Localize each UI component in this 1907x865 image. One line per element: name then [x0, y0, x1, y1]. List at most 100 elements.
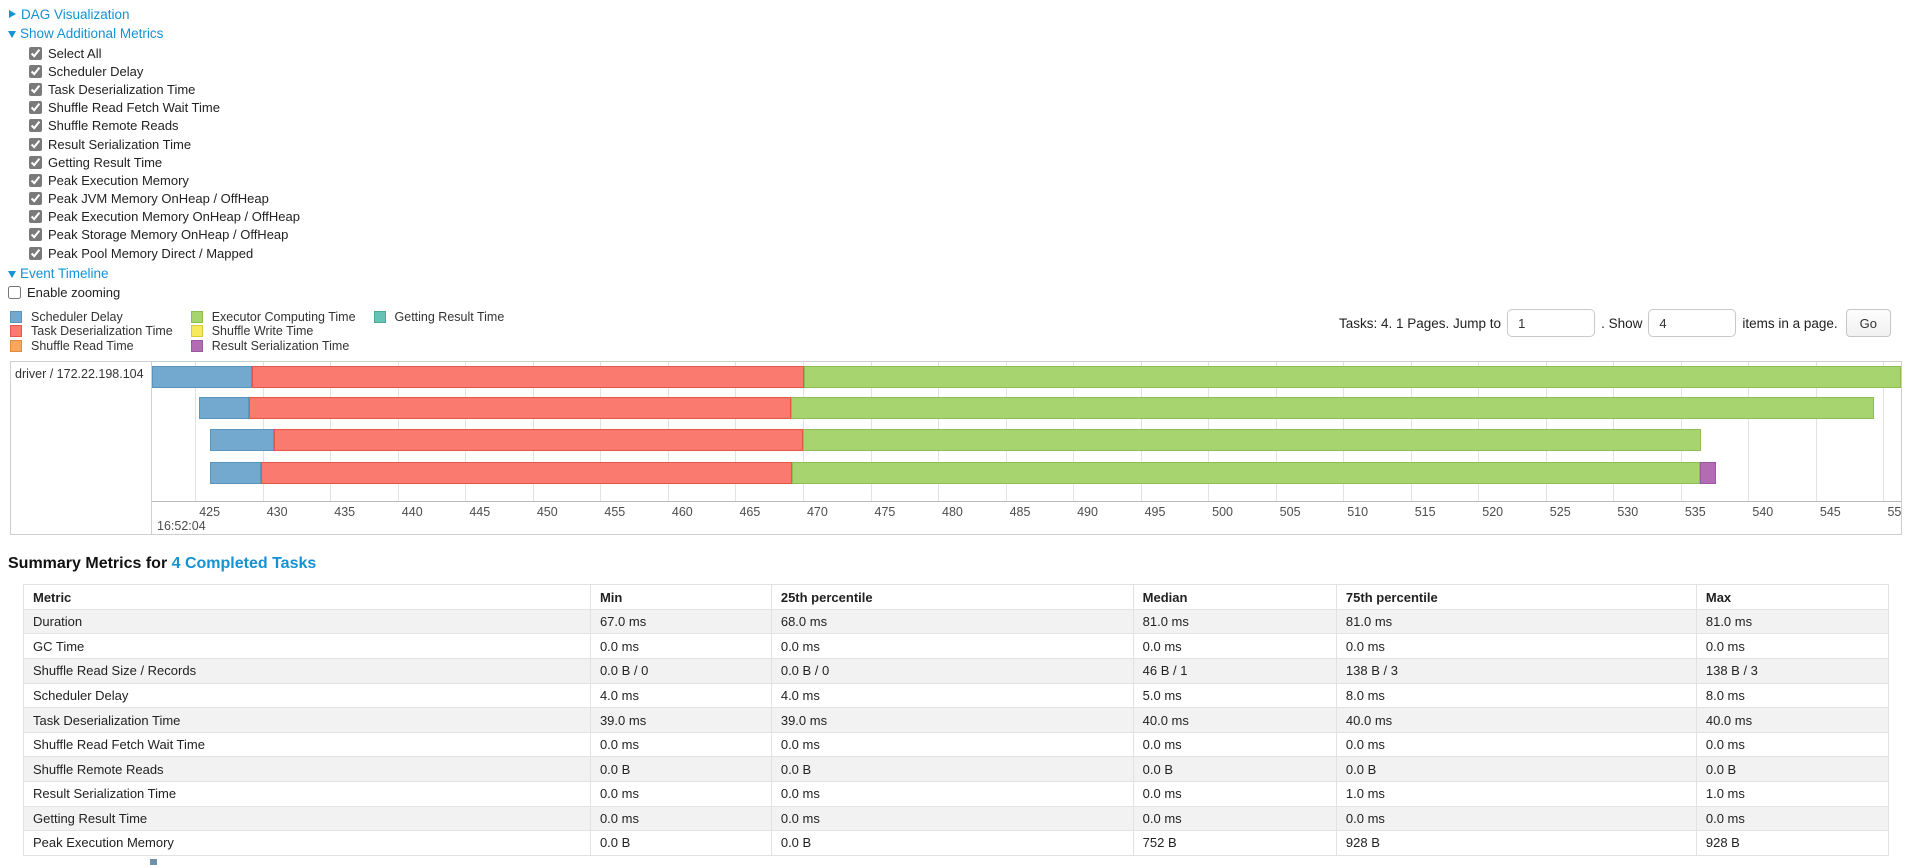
axis-tick-label: 540 — [1752, 505, 1774, 520]
go-button[interactable]: Go — [1845, 309, 1891, 338]
metric-checkbox[interactable] — [29, 246, 42, 260]
metric-value-cell: 39.0 ms — [770, 707, 1134, 733]
expanded-arrow-icon — [8, 270, 16, 278]
column-header: Max — [1695, 584, 1890, 610]
metric-checkbox-item: Peak Storage Memory OnHeap / OffHeap — [29, 226, 1907, 244]
metric-name-cell: Shuffle Remote Reads — [23, 756, 591, 782]
timeline-legend-and-pagination: Scheduler Delay Task Deserialization Time… — [10, 309, 1907, 359]
metric-value-cell: 0.0 B — [1335, 756, 1697, 782]
axis-tick-label: 480 — [942, 505, 963, 520]
task-bar-segment-executor-computing[interactable] — [790, 397, 1874, 420]
show-additional-metrics-toggle[interactable]: Show Additional Metrics — [8, 25, 1907, 41]
table-row: Shuffle Read Fetch Wait Time 0.0 ms 0.0 ms… — [23, 731, 1890, 758]
metric-checkbox[interactable] — [29, 155, 42, 169]
metric-value-cell: 81.0 ms — [1132, 608, 1337, 635]
metric-value-cell: 0.0 ms — [1335, 633, 1697, 660]
metric-checkbox[interactable] — [29, 228, 42, 242]
metric-checkbox-item: Scheduler Delay — [29, 62, 1907, 80]
metric-name-cell: Task Deserialization Time — [23, 707, 591, 733]
axis-tick-label: 530 — [1617, 505, 1639, 520]
axis-tick-label: 475 — [874, 505, 896, 520]
task-bar-segment-executor-computing[interactable] — [792, 462, 1700, 485]
table-row: Shuffle Remote Reads 0.0 B 0.0 B 0.0 B 0.0 B… — [23, 756, 1890, 782]
metric-checkbox[interactable] — [29, 210, 42, 224]
task-bar-segment-scheduler-delay[interactable] — [210, 429, 274, 452]
metric-value-cell: 928 B — [1335, 830, 1697, 856]
legend-label: Executor Computing Time — [211, 309, 356, 324]
metric-checkbox[interactable] — [29, 119, 42, 133]
axis-gridline — [195, 362, 197, 502]
task-bar-segment-task-deserialization[interactable] — [251, 366, 805, 389]
axis-tick-label: 455 — [604, 505, 626, 520]
axis-tick-label: 505 — [1279, 505, 1301, 520]
metric-value-cell: 0.0 ms — [589, 633, 772, 660]
shuffle-read-swatch-icon — [10, 340, 22, 353]
task-bar-segment-task-deserialization[interactable] — [249, 397, 791, 420]
metric-value-cell: 8.0 ms — [1335, 682, 1697, 709]
column-header: Median — [1132, 584, 1337, 610]
axis-tick-label: 425 — [199, 505, 221, 520]
task-bar-segment-result-serialization[interactable] — [1699, 462, 1716, 485]
metric-checkbox-item: Peak JVM Memory OnHeap / OffHeap — [29, 190, 1907, 208]
metric-value-cell: 1.0 ms — [1695, 781, 1890, 807]
metric-name-cell: GC Time — [23, 633, 591, 660]
metric-value-cell: 0.0 ms — [1132, 781, 1337, 807]
event-timeline-toggle[interactable]: Event Timeline — [8, 265, 1907, 281]
stage-detail-controls: DAG Visualization Show Additional Metric… — [0, 0, 1907, 301]
axis-tick-label: 545 — [1819, 505, 1841, 520]
jump-to-page-input[interactable] — [1507, 309, 1596, 338]
metric-checkbox-label: Peak JVM Memory OnHeap / OffHeap — [48, 191, 269, 207]
task-deserialization-swatch-icon — [10, 325, 22, 338]
completed-tasks-link[interactable]: 4 Completed Tasks — [171, 555, 317, 573]
legend-item: Scheduler Delay — [10, 309, 173, 324]
metric-value-cell: 0.0 B — [770, 830, 1134, 856]
metric-checkbox[interactable] — [29, 173, 42, 187]
metric-value-cell: 4.0 ms — [589, 682, 772, 709]
timeline-time-axis: 16:52:04 425 430 435 440 445 450 455 460 465 470 4… — [152, 501, 1901, 534]
task-bar-segment-executor-computing[interactable] — [802, 429, 1702, 452]
items-per-page-input[interactable] — [1648, 309, 1737, 338]
metric-value-cell: 0.0 ms — [770, 731, 1134, 758]
metric-value-cell: 0.0 ms — [1335, 731, 1697, 758]
table-row: Peak Execution Memory 0.0 B 0.0 B 752 B 928 … — [23, 830, 1890, 856]
task-bar-segment-scheduler-delay[interactable] — [210, 462, 262, 485]
task-bar-segment-scheduler-delay[interactable] — [199, 397, 250, 420]
metric-checkbox[interactable] — [29, 101, 42, 115]
metric-checkbox[interactable] — [29, 46, 42, 60]
metric-name-cell: Peak Execution Memory — [23, 830, 591, 856]
metric-checkbox[interactable] — [29, 137, 42, 151]
metric-value-cell: 40.0 ms — [1132, 707, 1337, 733]
metric-value-cell: 0.0 ms — [1132, 731, 1337, 758]
metric-checkbox-label: Peak Execution Memory — [48, 172, 189, 188]
axis-tick-label: 550 — [1887, 505, 1901, 520]
metric-checkbox[interactable] — [29, 64, 42, 78]
table-row: Duration 67.0 ms 68.0 ms 81.0 ms 81.0 ms 81.0… — [23, 608, 1890, 635]
additional-metrics-checkbox-list: Select All Scheduler Delay Task Deserializ… — [29, 44, 1907, 262]
table-row: Getting Result Time 0.0 ms 0.0 ms 0.0 ms 0.0… — [23, 805, 1890, 832]
metric-name-cell: Result Serialization Time — [23, 781, 591, 807]
column-header: Min — [589, 584, 772, 610]
metric-value-cell: 67.0 ms — [589, 608, 772, 635]
task-bar-segment-task-deserialization[interactable] — [273, 429, 803, 452]
task-bar-segment-task-deserialization[interactable] — [261, 462, 793, 485]
metric-checkbox[interactable] — [29, 82, 42, 96]
enable-zooming-label: Enable zooming — [27, 285, 121, 301]
metric-checkbox-label: Task Deserialization Time — [48, 81, 196, 97]
shuffle-write-swatch-icon — [190, 325, 203, 338]
table-header-row: Metric Min 25th percentile Median 75th perce… — [23, 584, 1890, 610]
column-header: 25th percentile — [770, 584, 1134, 610]
axis-tick-label: 520 — [1482, 505, 1504, 520]
metric-value-cell: 0.0 ms — [589, 805, 772, 832]
summary-metrics-title: Summary Metrics for 4 Completed Tasks — [8, 555, 1907, 573]
metric-checkbox[interactable] — [29, 192, 42, 206]
dag-visualization-toggle[interactable]: DAG Visualization — [8, 6, 1907, 22]
metric-value-cell: 0.0 B — [589, 830, 772, 856]
task-bar-segment-scheduler-delay[interactable] — [152, 366, 252, 389]
enable-zooming-checkbox[interactable] — [8, 286, 21, 300]
task-bar-segment-executor-computing[interactable] — [804, 366, 1901, 389]
metric-value-cell: 138 B / 3 — [1695, 658, 1890, 684]
axis-tick-label: 465 — [739, 505, 761, 520]
metric-value-cell: 0.0 ms — [1132, 805, 1337, 832]
metric-name-cell: Getting Result Time — [23, 805, 591, 832]
legend-item: Executor Computing Time — [190, 309, 356, 324]
